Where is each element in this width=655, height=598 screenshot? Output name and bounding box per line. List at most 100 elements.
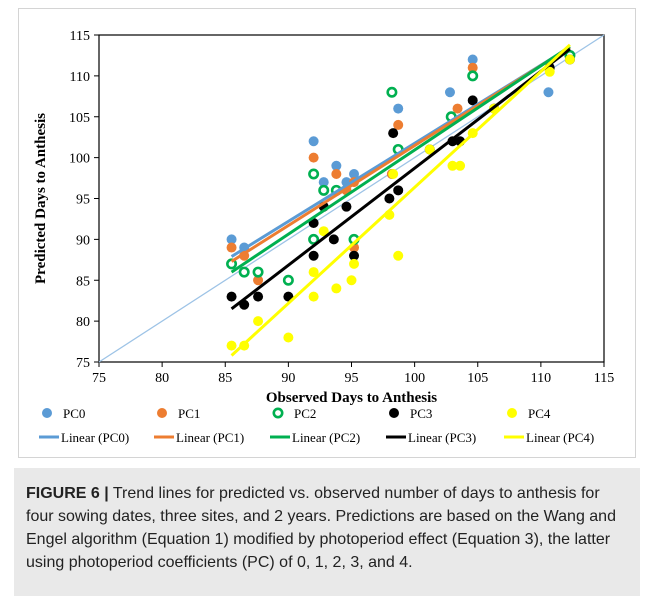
legend-item-pc0: PC0 xyxy=(42,406,85,421)
data-point xyxy=(226,340,237,351)
data-point xyxy=(349,168,360,179)
data-point xyxy=(331,283,342,294)
scatter-chart: 75 80 85 90 95 100 105 110 115 75 80 85 90 95 100 105 1… xyxy=(33,29,614,445)
legend-item-linear-pc0: Linear (PC0) xyxy=(39,430,129,445)
data-point xyxy=(252,266,264,278)
data-point xyxy=(308,152,319,163)
legend-item-linear-pc1: Linear (PC1) xyxy=(154,430,244,445)
legend-marker xyxy=(507,408,517,418)
legend-label: Linear (PC0) xyxy=(61,430,129,445)
x-axis: 75 80 85 90 95 100 105 110 115 xyxy=(92,362,614,386)
y-tick-label: 85 xyxy=(76,274,90,289)
data-point xyxy=(308,233,320,245)
data-point xyxy=(444,87,455,98)
data-point xyxy=(388,168,399,179)
trend-line-pc2 xyxy=(230,45,571,274)
y-axis: 75 80 85 90 95 100 105 110 115 xyxy=(69,29,99,371)
data-point xyxy=(393,103,404,114)
data-point xyxy=(253,275,264,286)
data-point xyxy=(308,267,319,278)
caption-text: Trend lines for predicted vs. observed n… xyxy=(26,485,616,571)
legend-label: Linear (PC2) xyxy=(292,430,360,445)
y-tick-label: 105 xyxy=(69,111,90,126)
x-tick-label: 85 xyxy=(218,371,232,386)
data-point xyxy=(455,160,466,171)
legend-marker xyxy=(389,408,399,418)
y-tick-label: 90 xyxy=(76,233,90,248)
data-point xyxy=(384,193,395,204)
legend-item-pc1: PC1 xyxy=(157,406,200,421)
data-point xyxy=(226,291,237,302)
x-tick-label: 105 xyxy=(467,371,488,386)
data-point xyxy=(226,242,237,253)
data-point xyxy=(467,54,478,65)
legend-item-pc4: PC4 xyxy=(507,406,551,421)
data-point xyxy=(308,291,319,302)
legend-label: PC0 xyxy=(63,406,85,421)
x-tick-label: 100 xyxy=(404,371,425,386)
data-point xyxy=(393,250,404,261)
data-point xyxy=(544,66,555,77)
data-point xyxy=(253,291,264,302)
legend-label: Linear (PC3) xyxy=(408,430,476,445)
data-point xyxy=(308,168,320,180)
legend-item-linear-pc3: Linear (PC3) xyxy=(386,430,476,445)
data-point xyxy=(452,103,463,114)
legend-label: Linear (PC1) xyxy=(176,430,244,445)
chart-panel: 75 80 85 90 95 100 105 110 115 75 80 85 90 95 100 105 1… xyxy=(18,8,636,458)
legend: PC0 PC1 PC2 PC3 PC4 Linear (PC0) Linear (PC1) L… xyxy=(39,406,594,445)
data-point xyxy=(424,144,435,155)
data-point xyxy=(328,234,339,245)
legend-marker xyxy=(272,407,284,419)
data-point xyxy=(331,160,342,171)
y-tick-label: 115 xyxy=(70,29,90,44)
x-tick-label: 110 xyxy=(531,371,551,386)
data-point xyxy=(283,332,294,343)
y-tick-label: 100 xyxy=(69,152,90,167)
legend-marker xyxy=(157,408,167,418)
data-point xyxy=(349,250,360,261)
trend-line-pc3 xyxy=(230,47,571,311)
legend-label: PC3 xyxy=(410,406,432,421)
x-tick-label: 75 xyxy=(92,371,106,386)
data-point xyxy=(467,95,478,106)
data-point xyxy=(282,274,294,286)
data-point xyxy=(543,87,554,98)
series-pc4 xyxy=(226,54,575,351)
y-tick-label: 110 xyxy=(70,70,90,85)
legend-label: PC1 xyxy=(178,406,200,421)
legend-label: PC2 xyxy=(294,406,316,421)
legend-item-pc2: PC2 xyxy=(272,406,316,421)
y-tick-label: 80 xyxy=(76,315,90,330)
figure-caption: FIGURE 6 | Trend lines for predicted vs.… xyxy=(14,468,640,596)
data-point xyxy=(318,226,329,237)
data-point xyxy=(447,160,458,171)
legend-label: PC4 xyxy=(528,406,551,421)
x-tick-label: 115 xyxy=(594,371,614,386)
legend-item-pc3: PC3 xyxy=(389,406,432,421)
y-tick-label: 75 xyxy=(76,356,90,371)
legend-item-linear-pc2: Linear (PC2) xyxy=(270,430,360,445)
data-point xyxy=(308,136,319,147)
y-tick-label: 95 xyxy=(76,193,90,208)
data-point xyxy=(467,62,478,73)
data-point xyxy=(467,70,479,82)
data-point xyxy=(308,250,319,261)
data-point xyxy=(238,266,250,278)
data-point xyxy=(393,185,404,196)
y-axis-title: Predicted Days to Anthesis xyxy=(33,113,49,284)
data-point xyxy=(318,184,330,196)
x-tick-label: 80 xyxy=(155,371,169,386)
data-point xyxy=(331,168,342,179)
data-point xyxy=(226,234,237,245)
legend-item-linear-pc4: Linear (PC4) xyxy=(504,430,594,445)
data-point xyxy=(393,119,404,130)
data-point xyxy=(253,316,264,327)
data-point xyxy=(318,177,329,188)
data-point xyxy=(349,258,360,269)
trend-line-pc4 xyxy=(230,43,571,357)
data-point xyxy=(388,128,399,139)
data-point xyxy=(564,54,575,65)
trend-lines xyxy=(230,43,571,357)
data-point xyxy=(386,86,398,98)
